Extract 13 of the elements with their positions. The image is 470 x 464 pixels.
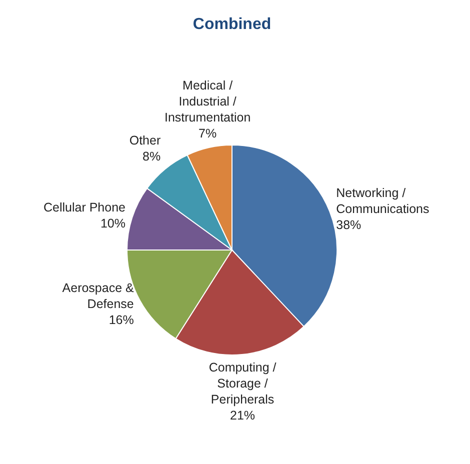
data-label: 38% [336, 218, 362, 232]
slice-label: Cellular Phone [43, 200, 126, 214]
slice-label: Other [129, 134, 161, 148]
data-label: 10% [100, 216, 126, 230]
slice-label: Networking / Communications [336, 186, 430, 216]
data-label: 7% [198, 126, 217, 141]
data-label: 16% [108, 312, 134, 327]
slice-label: Computing / Storage / Peripherals [208, 360, 277, 407]
data-label: 8% [142, 150, 161, 164]
data-label: 21% [230, 408, 256, 423]
slice-label: Medical / Industrial / Instrumentation [164, 78, 251, 125]
slice-label: Aerospace & Defense [62, 280, 135, 311]
chart-title: Combined [192, 16, 272, 33]
